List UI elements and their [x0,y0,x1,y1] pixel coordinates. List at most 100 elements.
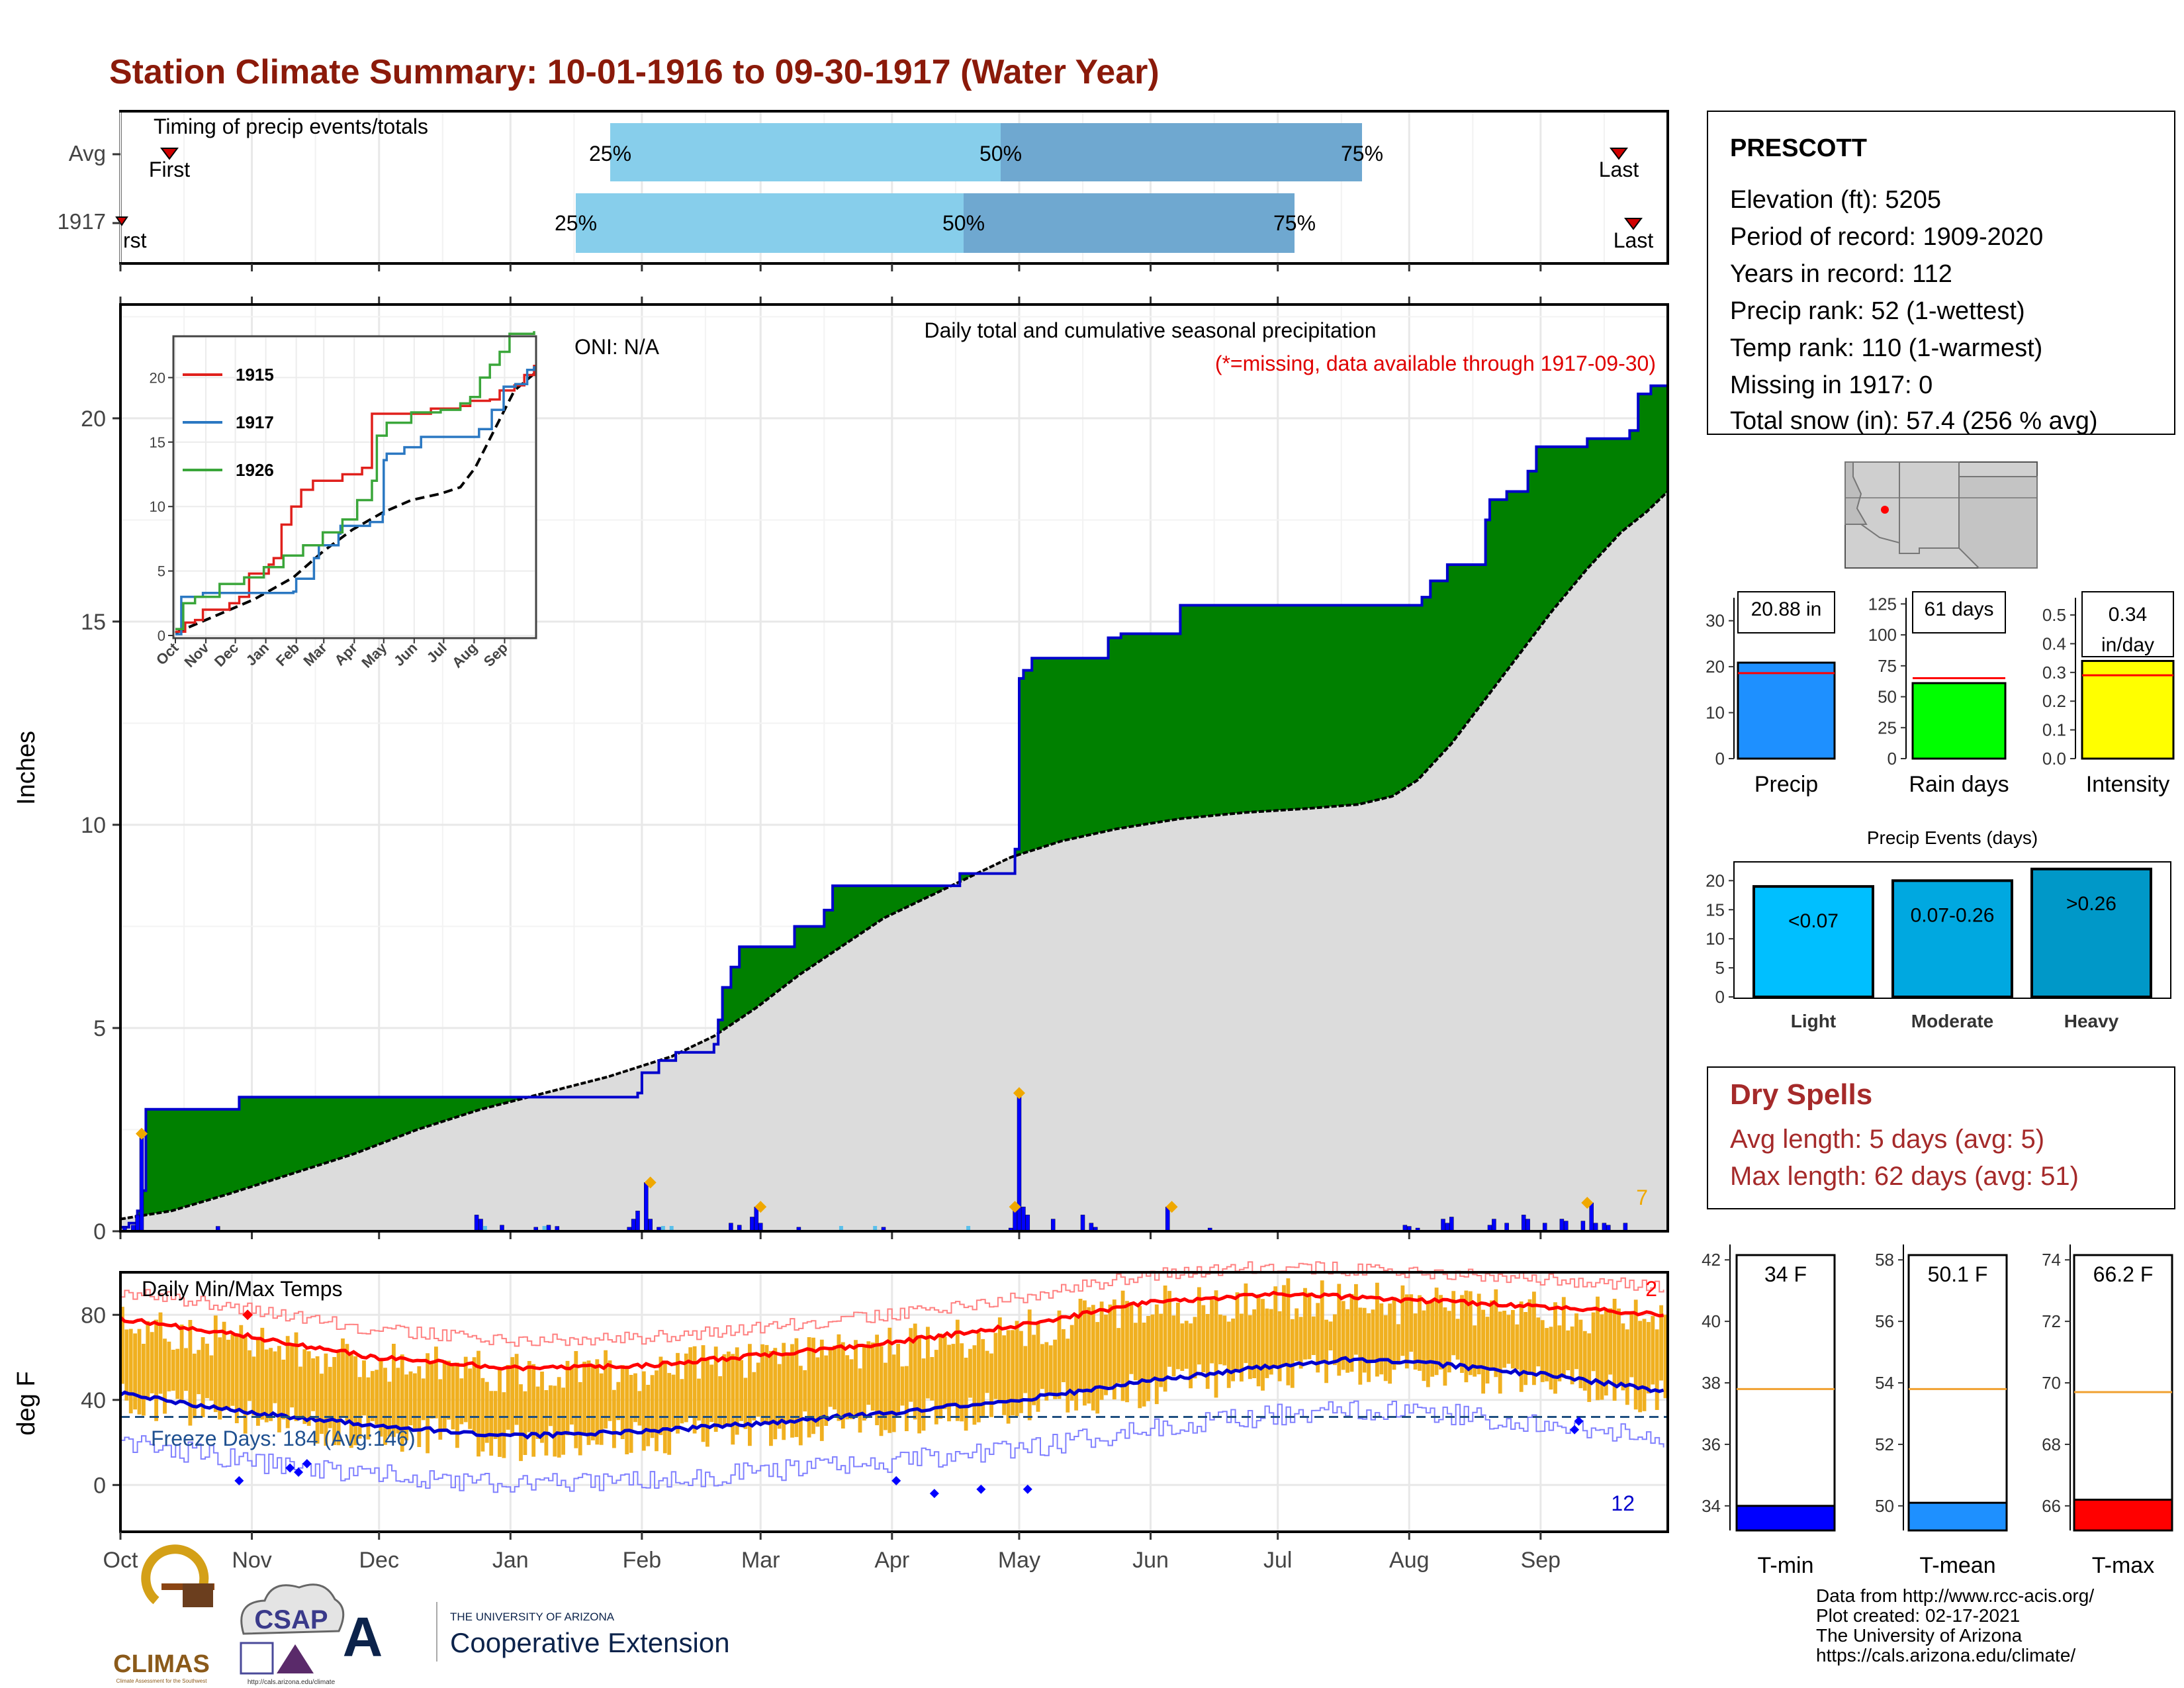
climas-wordmark: CLIMAS [113,1650,210,1678]
station-snow: Total snow (in): 57.4 (256 % avg) [1730,407,2098,435]
rain-tick-label: 100 [1868,625,1897,645]
temp-panel: 0 40 80 Daily Min/Max Temps Freeze Days: 1… [13,1261,1669,1573]
csap-mountain-icon [277,1644,314,1673]
month-label-mar: Mar [741,1548,780,1573]
tmax-label: T-max [2092,1553,2154,1578]
precip-total-label: Precip [1754,772,1818,797]
dry-spells-frame [1707,1066,2175,1209]
legend-label-1915: 1915 [236,365,274,385]
tmean-tick-label: 50 [1875,1496,1894,1516]
month-label-jul: Jul [1263,1548,1292,1573]
precip-missing-note: (*=missing, data available through 1917-… [1215,352,1656,375]
precip-total-value: 20.88 in [1751,598,1822,620]
ua-extension-text: Cooperative Extension [450,1627,730,1658]
daily-snow-bar [873,1226,878,1231]
intensity-value: 0.34 [2109,604,2147,626]
year-50-75-bar [964,193,1295,253]
record-low-marker [1023,1484,1032,1494]
record-max-line [120,1261,1664,1347]
tmax-value: 66.2 F [2093,1262,2154,1286]
timing-title: Timing of precip events/totals [154,115,428,138]
tmin-tick-label: 36 [1702,1434,1721,1454]
record-low-marker [294,1468,304,1477]
tmin-value: 34 F [1764,1262,1807,1286]
station-elevation: Elevation (ft): 5205 [1730,186,1941,214]
average-max-line [119,1290,1664,1372]
daily-precip-bar [474,1215,479,1232]
daily-precip-bar [750,1217,754,1232]
daily-precip-bar [1564,1221,1569,1232]
rain-days-label: Rain days [1909,772,2009,797]
events-title: Precip Events (days) [1867,827,2038,848]
freeze-days-label: Freeze Days: 184 (Avg:146) [151,1427,416,1450]
daily-precip-bar [1017,1092,1022,1232]
precip-subtitle: Daily total and cumulative seasonal prec… [924,318,1376,342]
avg-p25-label: 25% [589,142,631,165]
tmin-frame [1735,1254,1836,1532]
inset-series-1917 [175,366,535,635]
avg-first-label: First [149,158,190,181]
intensity-chart: 0.34 in/day Intensity 0.0 0.1 0.2 0.3 0.4 0.5 [2042,591,2175,797]
temp-frame [119,1271,1669,1533]
year-last-label: Last [1614,228,1654,252]
daily-precip-bar [1525,1219,1530,1232]
precip-value-box [1737,591,1835,633]
record-low-marker [891,1476,901,1485]
tmean-frame [1907,1254,2008,1532]
inset-average-line [175,373,535,634]
precip-total-bar [1737,661,1836,760]
ua-small-text: THE UNIVERSITY OF ARIZONA [450,1611,615,1623]
record-low-marker [1574,1416,1584,1426]
daily-precip-bar [648,1219,653,1232]
rain-tick-label: 75 [1878,656,1897,676]
daily-precip-bar [1492,1219,1496,1232]
csap-url: http://cals.arizona.edu/climate [248,1679,336,1686]
intensity-tick-label: 0.1 [2042,720,2066,740]
year-p25-label: 25% [555,211,597,235]
month-label-aug: Aug [1389,1548,1430,1573]
climas-sun-arc [141,1544,209,1605]
intensity-value-box [2081,591,2174,657]
precip-panel: 0 5 10 15 20 Daily total and cumulative seas… [13,297,1669,1244]
temp-ylabel: deg F [13,1371,40,1435]
daily-precip-bar [1080,1215,1085,1232]
station-info-box: PRESCOTT Elevation (ft): 5205 Period of … [1707,111,2175,435]
map-texas [1958,476,2038,569]
tmean-value: 50.1 F [1928,1262,1988,1286]
row-label-avg: Avg [69,141,106,165]
tmax-tick-label: 70 [2042,1373,2061,1393]
precip-ytick-label: 10 [81,813,106,838]
dry-spells-title: Dry Spells [1730,1078,1872,1111]
daily-peak-marker [1581,1197,1594,1209]
month-label-apr: Apr [874,1548,909,1573]
tmax-tick-label: 72 [2042,1311,2061,1331]
daily-precip-bar [635,1211,640,1232]
inset-ytick-label: 15 [150,434,165,451]
events-tick-label: 15 [1706,900,1725,919]
precip-frame [119,303,1669,1233]
tmean-tick-label: 56 [1875,1311,1894,1331]
inset-series-1915 [175,365,535,633]
events-tick-label: 20 [1706,870,1725,890]
tmin-tick-label: 38 [1702,1373,1721,1393]
avg-last-label: Last [1599,158,1639,181]
events-label-heavy: Heavy [2064,1011,2119,1031]
tmin-tick-label: 42 [1702,1250,1721,1270]
daily-precip-bar [1589,1202,1594,1232]
oni-label: ONI: N/A [574,335,660,359]
average-cumulative-area [120,491,1668,1231]
daily-precip-bar [754,1206,759,1232]
daily-precip-bar [644,1182,649,1232]
station-temp-rank: Temp rank: 110 (1-warmest) [1730,334,2042,362]
daily-snow-bar [542,1226,547,1231]
tmean-bar [1907,1501,2008,1532]
credit-line-3: The University of Arizona [1816,1625,2023,1646]
year-first-label: rst [123,228,147,252]
daily-peak-marker [754,1201,767,1213]
avg-p50-label: 50% [979,142,1022,165]
record-low-count: 12 [1611,1491,1635,1515]
month-label-jan: Jan [492,1548,529,1573]
station-precip-rank: Precip rank: 52 (1-wettest) [1730,297,2025,325]
page-title: Station Climate Summary: 10-01-1916 to 0… [109,53,1160,91]
